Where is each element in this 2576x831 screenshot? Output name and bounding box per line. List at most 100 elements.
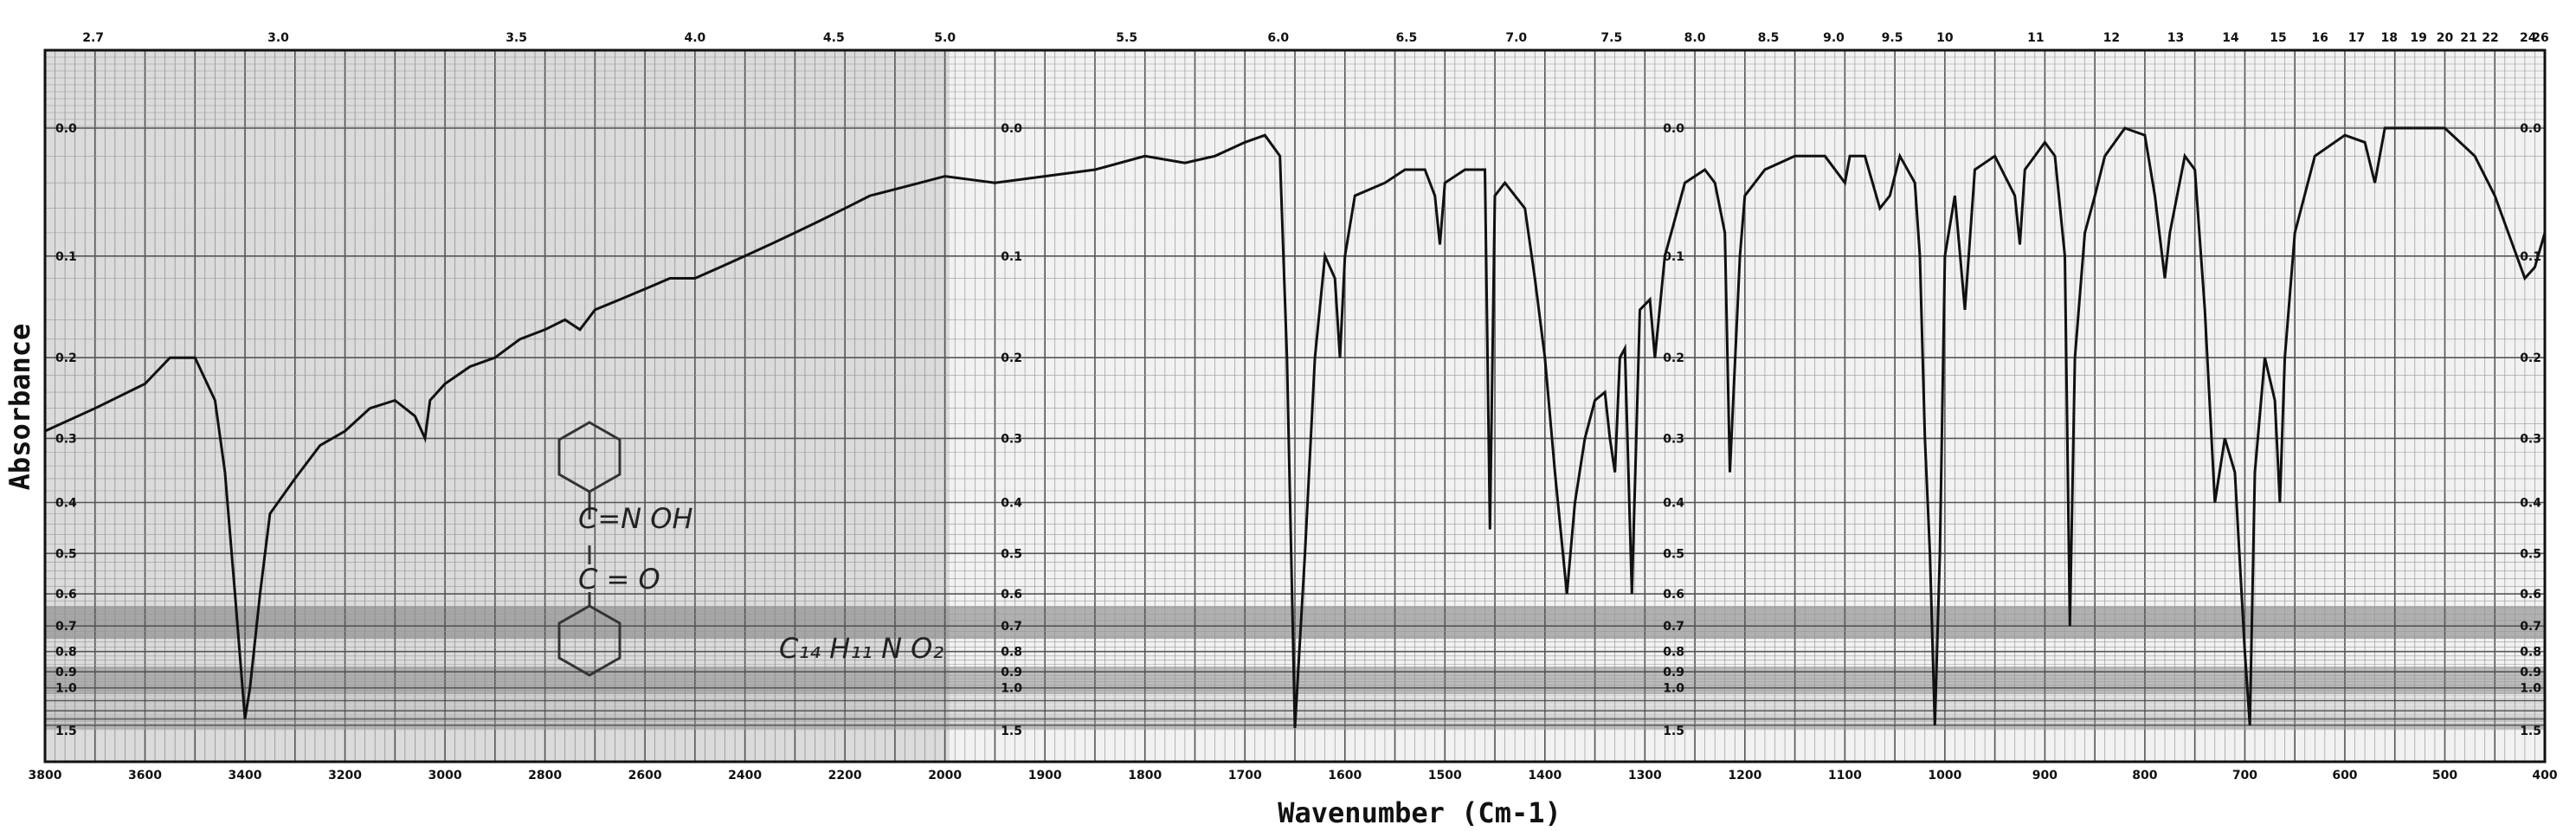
y-tick-label: 0.9	[55, 666, 77, 680]
y-tick-label: 0.3	[55, 432, 77, 446]
y-tick-label: 0.3	[1001, 432, 1022, 446]
y-tick-label: 0.5	[55, 547, 77, 561]
y-tick-label: 0.6	[55, 588, 77, 602]
x-tick-label-micron: 9.5	[1882, 31, 1903, 45]
y-tick-label: 0.5	[1663, 547, 1684, 561]
y-tick-label: 0.3	[2520, 432, 2541, 446]
x-tick-label: 3600	[128, 769, 162, 783]
x-tick-label-micron: 14	[2222, 31, 2239, 45]
y-axis-title: Absorbance	[3, 324, 36, 491]
y-tick-label: 0.5	[2520, 547, 2541, 561]
molecular-formula: C₁₄ H₁₁ N O₂	[779, 632, 943, 665]
x-tick-label-micron: 7.0	[1505, 31, 1527, 45]
y-tick-label: 0.2	[1663, 351, 1684, 365]
x-tick-label-micron: 6.5	[1395, 31, 1417, 45]
y-tick-label: 0.9	[1001, 666, 1022, 680]
x-tick-label-micron: 10	[1936, 31, 1954, 45]
x-tick-label: 900	[2032, 769, 2058, 783]
x-tick-label-micron: 12	[2103, 31, 2120, 45]
x-tick-label: 600	[2332, 769, 2357, 783]
x-tick-label-micron: 18	[2381, 31, 2398, 45]
y-tick-label: 0.0	[1001, 122, 1022, 136]
y-tick-label: 0.8	[1001, 646, 1022, 660]
x-tick-label-micron: 16	[2311, 31, 2328, 45]
x-tick-label-micron: 21	[2460, 31, 2476, 45]
y-tick-label: 1.5	[1663, 725, 1684, 738]
y-tick-label: 0.6	[2520, 588, 2541, 602]
x-tick-label: 1100	[1828, 769, 1862, 783]
x-tick-label: 2600	[628, 769, 662, 783]
x-tick-label: 1000	[1928, 769, 1961, 783]
x-tick-label-micron: 2.7	[82, 31, 104, 45]
x-tick-label: 800	[2132, 769, 2157, 783]
x-tick-label: 2200	[828, 769, 862, 783]
y-tick-label: 0.7	[1001, 620, 1022, 634]
y-tick-label: 0.4	[1001, 496, 1022, 510]
y-tick-label: 0.9	[2520, 666, 2541, 680]
x-tick-label: 1600	[1328, 769, 1362, 783]
x-tick-label: 3400	[229, 769, 262, 783]
x-tick-label-micron: 11	[2027, 31, 2044, 45]
spectrum-line	[44, 126, 2547, 729]
x-tick-label-micron: 8.5	[1758, 31, 1780, 45]
x-tick-label: 500	[2432, 769, 2457, 783]
x-tick-label-micron: 13	[2167, 31, 2184, 45]
dense-grid-region-left	[45, 50, 950, 762]
y-tick-label: 0.0	[55, 122, 77, 136]
y-tick-label: 0.8	[2520, 646, 2541, 660]
y-tick-label: 0.7	[2520, 620, 2541, 634]
y-tick-label: 0.1	[1663, 250, 1684, 264]
y-tick-label: 1.5	[1001, 725, 1022, 738]
x-tick-label-micron: 5.0	[934, 31, 956, 45]
y-tick-label: 0.1	[1001, 250, 1022, 264]
y-tick-label: 0.3	[1663, 432, 1684, 446]
y-tick-label: 0.6	[1663, 588, 1684, 602]
x-tick-label: 2400	[728, 769, 762, 783]
x-tick-label: 3000	[428, 769, 462, 783]
x-tick-label: 1200	[1728, 769, 1761, 783]
x-tick-label: 2000	[928, 769, 962, 783]
y-tick-label: 1.5	[55, 725, 77, 738]
y-tick-label: 0.1	[55, 250, 77, 264]
y-tick-label: 0.8	[1663, 646, 1684, 660]
y-tick-label: 0.6	[1001, 588, 1022, 602]
y-tick-label: 0.7	[1663, 620, 1684, 634]
x-tick-label: 2800	[528, 769, 562, 783]
x-tick-label-micron: 19	[2410, 31, 2426, 45]
benzene-ring-bottom	[557, 604, 621, 677]
x-tick-label-micron: 22	[2482, 31, 2498, 45]
x-tick-label-micron: 24	[2520, 31, 2537, 45]
y-tick-label: 1.0	[55, 682, 77, 696]
y-tick-label: 0.2	[55, 351, 77, 365]
tick-labels: 3800 3600 3400 3200 3000 2800 2600 2400 2200 2000…	[29, 31, 2558, 783]
x-tick-label-micron: 17	[2348, 31, 2365, 45]
x-tick-label-micron: 7.5	[1600, 31, 1622, 45]
x-tick-label: 1300	[1628, 769, 1662, 783]
structure-label-carbonyl: C = O	[578, 563, 660, 596]
y-tick-label: 0.9	[1663, 666, 1684, 680]
x-tick-label: 700	[2232, 769, 2257, 783]
x-tick-label: 1700	[1228, 769, 1262, 783]
y-tick-label: 1.0	[2520, 682, 2541, 696]
x-tick-label: 3200	[328, 769, 362, 783]
y-tick-label: 0.8	[55, 646, 77, 660]
y-tick-label: 0.2	[2520, 351, 2541, 365]
x-axis-title: Wavenumber (Cm-1)	[1278, 796, 1562, 829]
x-tick-label-micron: 3.5	[506, 31, 527, 45]
y-tick-label: 0.4	[1663, 496, 1684, 510]
structure-label-oxime: C=N OH	[578, 502, 693, 535]
structure-drawing	[557, 421, 621, 677]
x-tick-label-micron: 15	[2270, 31, 2286, 45]
x-tick-label-micron: 5.5	[1116, 31, 1137, 45]
x-tick-label: 3800	[29, 769, 62, 783]
y-tick-label: 0.5	[1001, 547, 1022, 561]
x-tick-label-micron: 4.5	[823, 31, 845, 45]
x-tick-label-micron: 20	[2437, 31, 2454, 45]
y-tick-label: 0.2	[1001, 351, 1022, 365]
x-tick-label: 1800	[1128, 769, 1162, 783]
y-tick-label: 0.0	[1663, 122, 1684, 136]
y-tick-label: 1.0	[1001, 682, 1022, 696]
x-tick-label-micron: 6.0	[1267, 31, 1289, 45]
x-tick-label: 1900	[1028, 769, 1062, 783]
y-tick-label: 0.4	[2520, 496, 2541, 510]
